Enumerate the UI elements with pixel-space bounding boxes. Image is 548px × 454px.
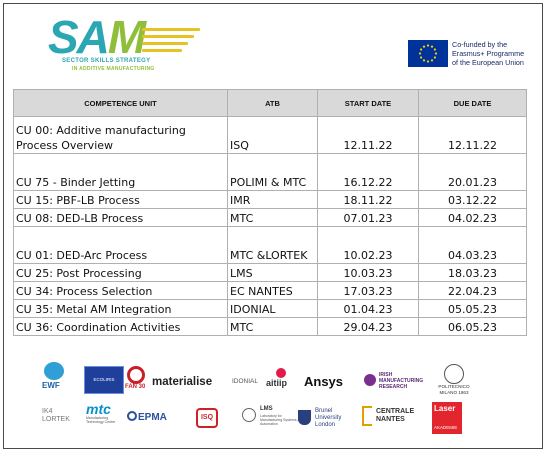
header-competence-unit: COMPETENCE UNIT: [13, 89, 228, 117]
table-row: CU 36: Coordination Activities MTC 29.04…: [13, 317, 527, 336]
cell-start: 10.02.23: [317, 226, 419, 264]
cell-atb: MTC: [227, 317, 318, 336]
epma-logo: EPMA: [127, 411, 167, 423]
slide-frame: SAM SECTOR SKILLS STRATEGY IN ADDITIVE M…: [3, 3, 543, 449]
header-start-date: START DATE: [317, 89, 419, 117]
epma-icon: [127, 411, 137, 421]
cell-start: 16.12.22: [317, 153, 419, 191]
table-row: CU 15: PBF-LB Process IMR 18.11.22 03.12…: [13, 190, 527, 209]
mtc-logo: mtc Manufacturing Technology Centre: [86, 401, 116, 424]
polimi-logo: POLITECNICO MILANO 1863: [432, 364, 476, 395]
header-due-date: DUE DATE: [418, 89, 527, 117]
isq-logo: ISQ: [196, 408, 218, 428]
cell-start: 12.11.22: [317, 116, 419, 154]
cell-cu: CU 35: Metal AM Integration: [13, 299, 228, 318]
cell-cu: CU 15: PBF-LB Process: [13, 190, 228, 209]
brunel-crest-icon: [298, 410, 311, 425]
cell-cu: CU 25: Post Processing: [13, 263, 228, 282]
logo-word-a: SA: [48, 11, 110, 63]
table-row: CU 25: Post Processing LMS 10.03.23 18.0…: [13, 263, 527, 282]
cell-start: 29.04.23: [317, 317, 419, 336]
eu-flag-icon: [408, 40, 448, 67]
cell-cu: CU 08: DED-LB Process: [13, 208, 228, 227]
cell-cu: CU 75 - Binder Jetting: [13, 153, 228, 191]
competence-schedule-table: COMPETENCE UNIT ATB START DATE DUE DATE …: [13, 89, 527, 336]
cell-start: 10.03.23: [317, 263, 419, 282]
lortek-logo: IK4 LORTEK: [42, 408, 70, 423]
lms-icon: [242, 408, 256, 422]
idonial-logo: IDONIAL: [232, 378, 259, 385]
logo-word-m: M: [107, 11, 146, 63]
fan30-icon: [127, 366, 145, 384]
aitiip-logo: aitiip: [266, 368, 287, 388]
cell-due: 03.12.22: [418, 190, 527, 209]
cell-atb: POLIMI & MTC: [227, 153, 318, 191]
fan30-logo: FAN 30: [125, 366, 145, 390]
ansys-logo: Ansys: [304, 374, 344, 389]
cell-due: 04.02.23: [418, 208, 527, 227]
cell-start: 17.03.23: [317, 281, 419, 300]
cell-cu: CU 00: Additive manufacturing Process Ov…: [13, 116, 228, 154]
aitiip-icon: [276, 368, 286, 378]
cell-atb: IMR: [227, 190, 318, 209]
eu-cofunded-text: Co-funded by the Erasmus+ Programme of t…: [452, 40, 525, 67]
cell-atb: EC NANTES: [227, 281, 318, 300]
cell-start: 01.04.23: [317, 299, 419, 318]
cell-due: 22.04.23: [418, 281, 527, 300]
cell-due: 18.03.23: [418, 263, 527, 282]
cell-start: 07.01.23: [317, 208, 419, 227]
cell-due: 05.05.23: [418, 299, 527, 318]
ewf-icon: [44, 362, 64, 380]
cell-due: 04.03.23: [418, 226, 527, 264]
cell-due: 20.01.23: [418, 153, 527, 191]
cell-atb: ISQ: [227, 116, 318, 154]
cell-atb: MTC &LORTEK: [227, 226, 318, 264]
cell-cu: CU 01: DED-Arc Process: [13, 226, 228, 264]
cell-cu: CU 36: Coordination Activities: [13, 317, 228, 336]
cell-due: 12.11.22: [418, 116, 527, 154]
logo-lines-icon: [142, 28, 200, 58]
cell-start: 18.11.22: [317, 190, 419, 209]
imr-icon: [364, 374, 376, 386]
table-row: CU 75 - Binder Jetting POLIMI & MTC 16.1…: [13, 153, 527, 191]
logo-tagline-1: SECTOR SKILLS STRATEGY: [62, 58, 151, 64]
table-row: CU 34: Process Selection EC NANTES 17.03…: [13, 281, 527, 300]
table-header-row: COMPETENCE UNIT ATB START DATE DUE DATE: [13, 89, 527, 117]
eu-badge: Co-funded by the Erasmus+ Programme of t…: [408, 40, 528, 70]
cell-atb: LMS: [227, 263, 318, 282]
cell-cu: CU 34: Process Selection: [13, 281, 228, 300]
cell-atb: MTC: [227, 208, 318, 227]
polimi-icon: [444, 364, 464, 384]
cell-due: 06.05.23: [418, 317, 527, 336]
ecoliris-logo: ECOLIRIS: [84, 366, 124, 394]
header-atb: ATB: [227, 89, 318, 117]
table-row: CU 35: Metal AM Integration IDONIAL 01.0…: [13, 299, 527, 318]
materialise-logo: materialise: [152, 376, 213, 388]
table-row: CU 08: DED-LB Process MTC 07.01.23 04.02…: [13, 208, 527, 227]
table-row: CU 01: DED-Arc Process MTC &LORTEK 10.02…: [13, 226, 527, 264]
ewf-logo: EWF: [42, 362, 64, 390]
cell-atb: IDONIAL: [227, 299, 318, 318]
laser-akademie-logo: Laser AKADEMIE: [432, 402, 462, 434]
logo-tagline-2: IN ADDITIVE MANUFACTURING: [72, 66, 155, 72]
table-row: CU 00: Additive manufacturing Process Ov…: [13, 116, 527, 154]
partner-logos: EWF ECOLIRIS FAN 30 materialise IDONIAL …: [4, 356, 544, 446]
sam-logo: SAM SECTOR SKILLS STRATEGY IN ADDITIVE M…: [42, 14, 202, 78]
centrale-icon: [362, 406, 372, 426]
